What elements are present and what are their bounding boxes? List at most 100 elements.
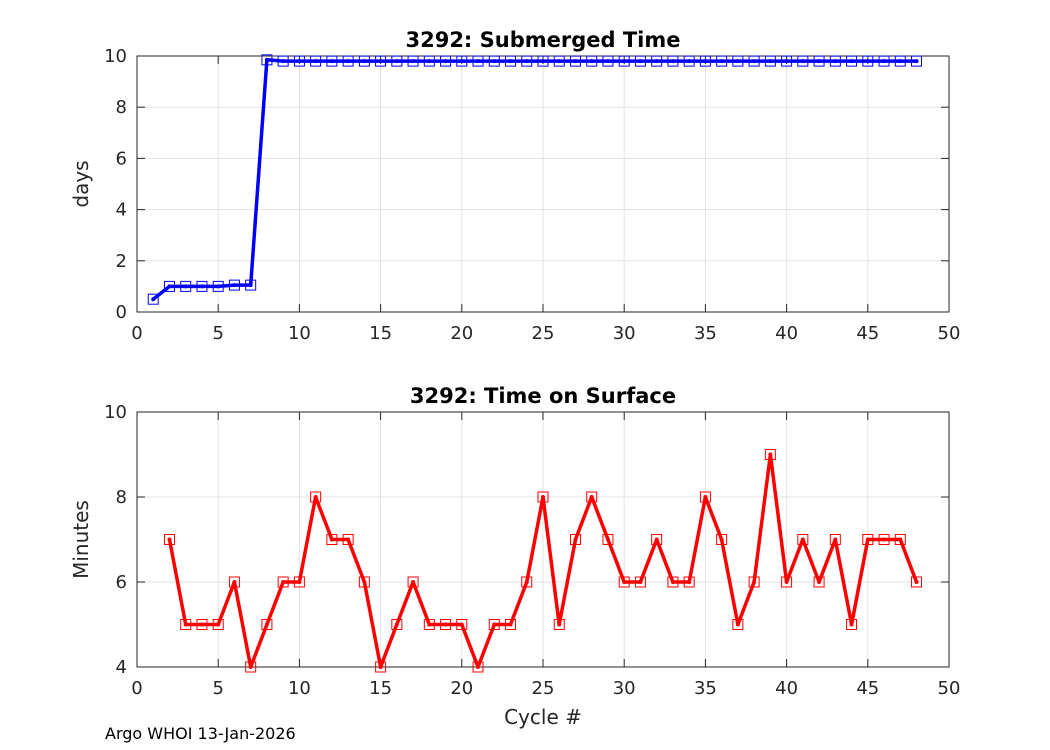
submerged-data-dot	[329, 59, 334, 64]
surface-data-dot	[459, 622, 464, 627]
surface-data-point	[342, 534, 354, 545]
submerged-data-dot	[394, 59, 399, 64]
surface-data-dot	[346, 537, 351, 542]
surface-data-point	[683, 576, 695, 588]
surface-data-point	[667, 576, 679, 588]
surface-data-dot	[638, 580, 643, 584]
y-tick-label: 6	[116, 572, 127, 593]
x-tick-label: 35	[694, 323, 717, 344]
submerged-data-dot	[524, 59, 529, 64]
submerged-data-point	[358, 55, 370, 67]
submerged-data-point	[342, 55, 354, 67]
surface-data-point	[440, 619, 452, 630]
submerged-data-point	[212, 280, 224, 292]
surface-data-point	[261, 619, 273, 630]
x-tick-label: 25	[532, 323, 555, 344]
surface-data-point	[569, 534, 581, 545]
submerged-data-point	[846, 55, 858, 67]
submerged-data-dot	[557, 59, 562, 64]
y-tick-label: 0	[116, 302, 127, 323]
submerged-data-dot	[784, 59, 789, 64]
y-tick-label: 8	[116, 97, 127, 118]
submerged-data-dot	[427, 59, 432, 64]
submerged-data-dot	[443, 59, 448, 64]
submerged-data-point	[586, 55, 598, 67]
submerged-data-dot	[459, 59, 464, 64]
submerged-data-point	[829, 55, 841, 67]
surface-data-point	[602, 534, 614, 545]
submerged-data-dot	[541, 59, 545, 64]
submerged-data-point	[391, 55, 403, 67]
submerged-data-dot	[411, 59, 416, 64]
surface-data-dot	[573, 537, 578, 542]
surface-data-dot	[411, 580, 416, 584]
surface-data-point	[911, 576, 923, 588]
submerged-data-point	[781, 55, 793, 67]
surface-data-dot	[719, 537, 724, 542]
submerged-data-dot	[605, 59, 610, 64]
surface-data-dot	[232, 580, 237, 584]
submerged-data-point	[293, 55, 305, 67]
x-tick-label: 10	[288, 323, 311, 344]
submerged-data-dot	[199, 284, 204, 289]
x-tick-label: 15	[369, 678, 392, 699]
surface-data-dot	[427, 622, 432, 627]
submerged-data-dot	[183, 284, 188, 289]
submerged-data-point	[748, 55, 760, 67]
y-tick-label: 2	[116, 251, 127, 272]
x-tick-label: 0	[131, 678, 142, 699]
surface-data-point	[505, 619, 517, 630]
submerged-data-dot	[817, 59, 822, 64]
submerged-data-point	[277, 55, 289, 67]
submerged-data-dot	[313, 59, 318, 64]
submerged-data-point	[878, 55, 890, 67]
submerged-data-point	[261, 54, 273, 66]
x-tick-label: 5	[212, 323, 223, 344]
y-tick-label: 10	[104, 402, 127, 423]
surface-data-point	[846, 619, 858, 630]
surface-data-point	[277, 576, 289, 588]
surface-data-dot	[914, 580, 919, 584]
surface-data-dot	[248, 665, 253, 669]
submerged-data-point	[764, 55, 776, 67]
x-tick-label: 30	[613, 323, 636, 344]
submerged-data-point	[651, 55, 663, 67]
surface-data-dot	[557, 622, 562, 627]
surface-data-dot	[541, 495, 545, 499]
submerged-data-dot	[898, 59, 903, 64]
surface-data-point	[862, 534, 874, 545]
submerged-data-point	[196, 280, 208, 292]
y-axis-label: Minutes	[69, 500, 93, 579]
surface-time-plot: 0 5 10 15 20 25 30 35 40 45 50 4 6 8 10 3292: Time on S…	[69, 384, 960, 729]
surface-data-point	[358, 576, 370, 588]
submerged-data-dot	[508, 59, 513, 64]
surface-data-point	[732, 619, 744, 630]
submerged-data-point	[423, 55, 435, 67]
submerged-data-point	[440, 55, 452, 67]
surface-data-point	[196, 619, 208, 630]
surface-data-point	[293, 576, 305, 588]
submerged-data-dot	[768, 59, 773, 64]
submerged-data-point	[375, 55, 387, 67]
surface-data-point	[553, 619, 565, 630]
surface-data-point	[716, 534, 728, 545]
surface-data-point	[537, 491, 549, 503]
submerged-data-point	[683, 55, 695, 67]
surface-data-dot	[784, 580, 789, 584]
chart-title: 3292: Submerged Time	[405, 28, 680, 52]
submerged-data-dot	[264, 57, 269, 62]
surface-data-dot	[589, 495, 594, 499]
surface-data-dot	[443, 622, 448, 627]
surface-data-point	[391, 619, 403, 630]
y-tick-label: 6	[116, 148, 127, 169]
submerged-data-point	[667, 55, 679, 67]
y-tick-label: 4	[116, 200, 127, 221]
submerged-data-point	[569, 55, 581, 67]
x-tick-label: 10	[288, 678, 311, 699]
surface-data-dot	[752, 580, 757, 584]
x-tick-label: 20	[450, 323, 473, 344]
submerged-data-dot	[476, 59, 481, 64]
surface-data-point	[163, 534, 175, 545]
y-tick-label: 8	[116, 487, 127, 508]
submerged-data-dot	[573, 59, 578, 64]
